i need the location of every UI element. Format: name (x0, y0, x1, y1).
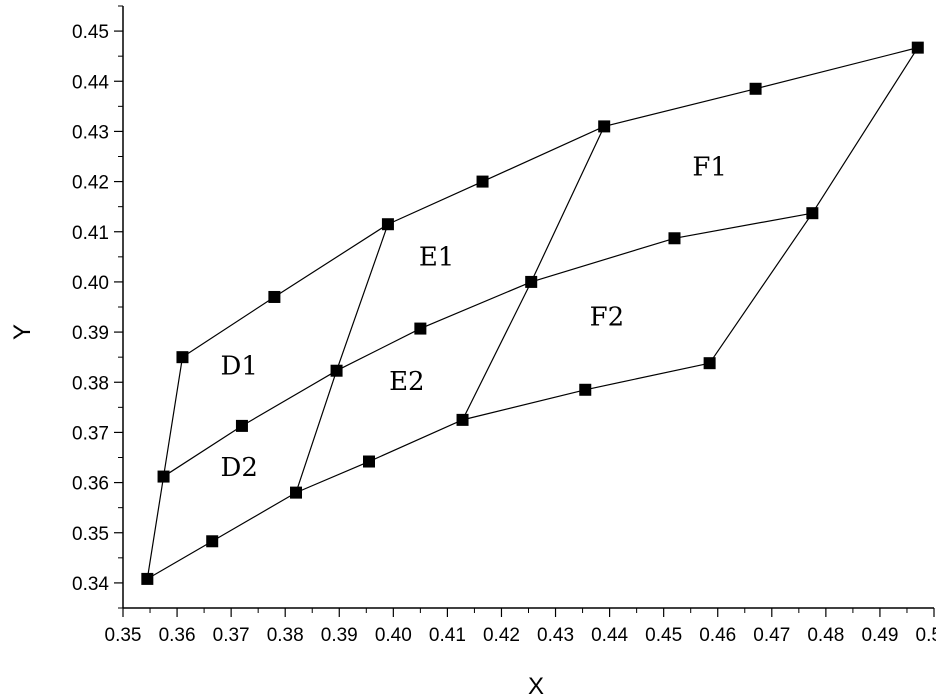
x-tick-label: 0.42 (483, 625, 520, 646)
connector-line (462, 126, 605, 421)
x-tick-label: 0.35 (105, 625, 142, 646)
x-tick-label: 0.46 (699, 625, 736, 646)
x-tick-label: 0.40 (375, 625, 412, 646)
y-tick-label: 0.41 (72, 223, 109, 244)
x-tick-label: 0.45 (645, 625, 682, 646)
data-point (206, 535, 219, 548)
y-tick-label: 0.45 (72, 22, 109, 43)
x-tick-label: 0.44 (591, 625, 628, 646)
data-point (268, 290, 281, 303)
y-tick-label: 0.42 (72, 173, 109, 194)
region-label-f1: F1 (692, 153, 727, 183)
data-point (290, 486, 303, 499)
data-point (668, 232, 681, 245)
y-tick-label: 0.36 (72, 474, 109, 495)
data-point (235, 419, 248, 432)
y-tick-label: 0.39 (72, 323, 109, 344)
y-tick-label: 0.37 (72, 423, 109, 444)
x-tick-label: 0.36 (159, 625, 196, 646)
series-lines (146, 47, 919, 580)
x-axis-title: X (528, 673, 544, 699)
connector-line (163, 212, 813, 478)
data-point (476, 175, 489, 188)
data-point (456, 413, 469, 426)
x-tick-label: 0.37 (213, 625, 250, 646)
y-tick-label: 0.40 (72, 273, 109, 294)
y-tick-label: 0.44 (72, 72, 109, 93)
data-point (157, 470, 170, 483)
data-points (141, 41, 924, 585)
connector-line (709, 47, 919, 364)
y-tick-label: 0.38 (72, 373, 109, 394)
axes: 0.35 0.36 0.37 0.38 0.39 0.40 0.41 0.42 0.43 0.44… (72, 5, 936, 646)
data-point (141, 572, 154, 585)
region-label-d2: D2 (221, 453, 258, 483)
x-tick-label: 0.48 (807, 625, 844, 646)
x-tick-label: 0.47 (753, 625, 790, 646)
y-tick-label: 0.43 (72, 122, 109, 143)
data-point (806, 207, 819, 220)
data-point (703, 357, 716, 370)
region-labels: D1 D2 E1 E2 F1 F2 (221, 153, 727, 483)
x-tick-label: 0.43 (537, 625, 574, 646)
data-point (749, 82, 762, 95)
region-label-e2: E2 (389, 367, 425, 397)
y-tick-label: 0.35 (72, 524, 109, 545)
x-tick-label: 0.38 (267, 625, 304, 646)
x-tick-label: 0.41 (429, 625, 466, 646)
y-axis-title: Y (9, 324, 36, 340)
y-tick-label: 0.34 (72, 574, 109, 595)
x-tick-label: 0.50 (916, 625, 936, 646)
data-point (414, 322, 427, 335)
data-point (363, 455, 376, 468)
data-point (598, 120, 611, 133)
data-point (176, 351, 189, 364)
region-label-d1: D1 (221, 352, 258, 382)
region-label-f2: F2 (590, 303, 625, 333)
data-point (381, 218, 394, 231)
data-point (579, 383, 592, 396)
data-point (911, 41, 924, 54)
connector-line (182, 47, 918, 358)
x-tick-label: 0.49 (861, 625, 898, 646)
region-label-e1: E1 (419, 242, 455, 272)
data-point (330, 364, 343, 377)
connector-line (295, 224, 389, 493)
x-tick-label: 0.39 (321, 625, 358, 646)
data-point (525, 275, 538, 288)
